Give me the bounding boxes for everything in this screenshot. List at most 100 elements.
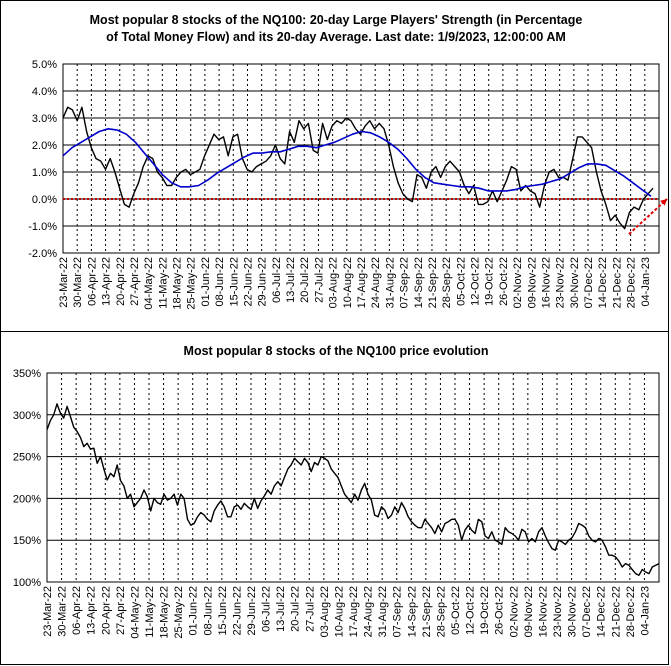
x-tick-label: 12-Oct-22 [465,586,477,635]
x-tick-label: 06-Jul-22 [271,257,283,303]
x-tick-label: 12-Oct-22 [470,257,482,306]
x-tick-label: 25-May-22 [173,586,185,639]
y-tick-label: 200% [13,493,41,505]
x-tick-label: 28-Dec-22 [626,257,638,308]
top-chart-panel: Most popular 8 stocks of the NQ100: 20-d… [0,0,669,332]
chart-title-line: Most popular 8 stocks of the NQ100: 20-d… [90,13,583,27]
x-tick-label: 22-Jun-22 [242,257,254,307]
y-tick-label: 300% [13,410,41,422]
y-tick-label: -2.0% [28,248,57,260]
x-tick-label: 16-Nov-22 [537,586,549,637]
y-tick-label: 250% [13,452,41,464]
x-tick-label: 26-Oct-22 [494,586,506,635]
y-tick-label: 3.0% [32,113,57,125]
x-tick-label: 14-Dec-22 [597,257,609,308]
x-tick-label: 20-Apr-22 [115,257,127,306]
x-tick-label: 05-Oct-22 [455,257,467,306]
x-tick-label: 14-Sep-22 [413,257,425,308]
x-tick-label: 20-Jul-22 [299,257,311,303]
x-tick-label: 18-May-22 [159,586,171,639]
x-tick-label: 23-Mar-22 [58,257,70,308]
x-tick-label: 13-Jul-22 [285,257,297,303]
x-tick-label: 03-Aug-22 [328,257,340,308]
y-tick-label: 350% [13,368,41,380]
x-tick-label: 28-Dec-22 [625,586,637,637]
x-tick-label: 30-Mar-22 [72,257,84,308]
x-tick-label: 18-May-22 [172,257,184,310]
x-tick-label: 07-Sep-22 [392,586,404,637]
x-tick-label: 01-Jun-22 [188,586,200,636]
x-tick-label: 07-Dec-22 [583,257,595,308]
x-tick-label: 19-Oct-22 [484,257,496,306]
x-tick-label: 31-Aug-22 [384,257,396,308]
x-tick-label: 13-Jul-22 [275,586,287,632]
plot-area-border [62,63,660,254]
x-tick-label: 04-May-22 [129,586,141,639]
y-tick-label: 4.0% [32,86,57,98]
bottom-chart-panel: Most popular 8 stocks of the NQ100 price… [0,331,669,665]
x-tick-label: 04-Jan-23 [640,257,652,307]
x-tick-label: 06-Apr-22 [71,586,83,635]
x-tick-label: 24-Aug-22 [363,586,375,637]
x-tick-label: 11-May-22 [157,257,169,309]
x-tick-label: 22-Jun-22 [231,586,243,636]
x-tick-label: 13-Apr-22 [101,257,113,306]
x-tick-label: 11-May-22 [144,586,156,638]
x-tick-label: 07-Sep-22 [399,257,411,308]
strength-chart: Most popular 8 stocks of the NQ100: 20-d… [28,13,668,310]
x-tick-label: 06-Jul-22 [261,586,273,632]
x-tick-label: 23-Nov-22 [552,586,564,637]
x-tick-label: 17-Aug-22 [356,257,368,308]
x-tick-label: 26-Oct-22 [498,257,510,306]
series-line [46,403,660,577]
x-tick-label: 21-Dec-22 [610,586,622,637]
trend-arrow-head [660,199,667,206]
x-tick-label: 15-Jun-22 [228,257,240,307]
x-tick-label: 28-Sep-22 [435,586,447,637]
chart-title-line: of Total Money Flow) and its 20-day Aver… [106,30,566,44]
y-tick-label: 2.0% [32,140,57,152]
x-tick-label: 21-Sep-22 [427,257,439,308]
y-tick-label: 150% [13,535,41,547]
x-tick-label: 09-Nov-22 [523,586,535,637]
x-tick-label: 15-Jun-22 [217,586,229,636]
y-tick-label: 5.0% [32,59,57,71]
plot-area-border [46,372,660,583]
x-tick-label: 14-Dec-22 [596,586,608,637]
x-tick-label: 06-Apr-22 [86,257,98,306]
x-tick-label: 27-Apr-22 [115,586,127,635]
x-tick-label: 10-Aug-22 [333,586,345,637]
x-tick-label: 19-Oct-22 [479,586,491,635]
x-tick-label: 08-Jun-22 [202,586,214,636]
x-tick-label: 30-Nov-22 [567,586,579,637]
x-tick-label: 04-Jan-23 [639,586,651,636]
x-tick-label: 24-Aug-22 [370,257,382,308]
price-evolution-chart: Most popular 8 stocks of the NQ100 price… [13,344,660,639]
x-tick-label: 03-Aug-22 [319,586,331,637]
x-tick-label: 21-Dec-22 [611,257,623,308]
x-tick-label: 10-Aug-22 [342,257,354,308]
x-tick-label: 28-Sep-22 [441,257,453,308]
x-tick-label: 17-Aug-22 [348,586,360,637]
x-tick-label: 27-Apr-22 [129,257,141,306]
series-line [62,128,652,197]
x-tick-label: 20-Jul-22 [290,586,302,632]
x-tick-label: 30-Mar-22 [57,586,69,637]
x-tick-label: 23-Mar-22 [42,586,54,637]
series-line [62,106,654,230]
x-tick-label: 25-May-22 [186,257,198,310]
x-tick-label: 29-Jun-22 [246,586,258,636]
x-tick-label: 14-Sep-22 [406,586,418,637]
x-tick-label: 20-Apr-22 [100,586,112,635]
x-tick-label: 07-Dec-22 [581,586,593,637]
y-tick-label: 1.0% [32,167,57,179]
y-tick-label: -1.0% [28,221,57,233]
x-tick-label: 27-Jul-22 [313,257,325,303]
trend-arrow [628,198,668,235]
x-tick-label: 21-Sep-22 [421,586,433,637]
x-tick-label: 23-Nov-22 [555,257,567,308]
x-tick-label: 05-Oct-22 [450,586,462,635]
x-tick-label: 04-May-22 [143,257,155,310]
x-tick-label: 16-Nov-22 [540,257,552,308]
y-tick-label: 0.0% [32,194,57,206]
